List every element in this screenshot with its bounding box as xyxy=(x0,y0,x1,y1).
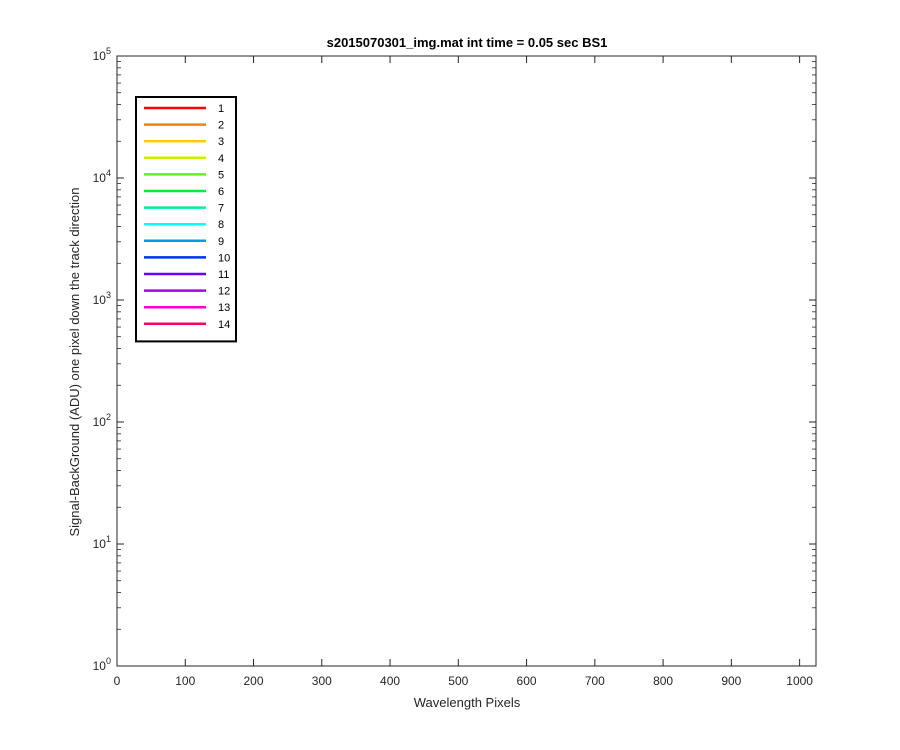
x-axis-label: Wavelength Pixels xyxy=(414,695,521,710)
x-tick-label: 200 xyxy=(244,674,264,688)
x-tick-label: 600 xyxy=(517,674,537,688)
y-axis-label: Signal-BackGround (ADU) one pixel down t… xyxy=(67,187,82,536)
legend-label-3: 3 xyxy=(218,136,224,148)
x-tick-label: 700 xyxy=(585,674,605,688)
legend-label-5: 5 xyxy=(218,169,224,181)
y-tick-label: 103 xyxy=(93,290,111,307)
legend-label-2: 2 xyxy=(218,120,224,132)
legend-label-14: 14 xyxy=(218,319,230,331)
legend-label-11: 11 xyxy=(218,269,229,281)
x-tick-label: 800 xyxy=(653,674,673,688)
y-tick-label: 100 xyxy=(93,656,111,673)
legend-label-8: 8 xyxy=(218,219,224,231)
x-tick-label: 500 xyxy=(448,674,468,688)
y-tick-label: 105 xyxy=(93,46,111,63)
x-tick-label: 900 xyxy=(721,674,741,688)
legend-label-4: 4 xyxy=(218,153,224,165)
chart-title: s2015070301_img.mat int time = 0.05 sec … xyxy=(327,35,608,50)
legend-label-1: 1 xyxy=(218,103,224,115)
x-tick-label: 400 xyxy=(380,674,400,688)
legend-label-13: 13 xyxy=(218,302,230,314)
y-tick-label: 101 xyxy=(93,534,111,551)
x-tick-label: 300 xyxy=(312,674,332,688)
legend-label-7: 7 xyxy=(218,203,224,215)
x-tick-label: 0 xyxy=(114,674,121,688)
x-tick-label: 1000 xyxy=(786,674,813,688)
x-tick-label: 100 xyxy=(175,674,195,688)
legend-label-10: 10 xyxy=(218,252,230,264)
legend-box xyxy=(135,96,237,343)
legend-label-9: 9 xyxy=(218,236,224,248)
ticks: 0 100 200 300 400 500 600 700 800 900 100010010110… xyxy=(93,46,816,688)
legend-label-12: 12 xyxy=(218,286,230,298)
legend-label-6: 6 xyxy=(218,186,224,198)
y-tick-label: 104 xyxy=(93,168,111,185)
axes-frame xyxy=(116,55,817,667)
y-tick-label: 102 xyxy=(93,412,111,429)
